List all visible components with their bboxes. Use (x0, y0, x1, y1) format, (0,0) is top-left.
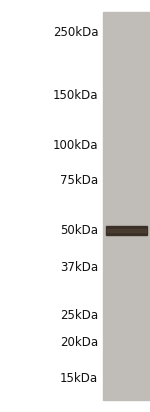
Text: 250kDa: 250kDa (53, 26, 98, 39)
Text: 37kDa: 37kDa (60, 261, 98, 274)
Bar (107, 229, 146, 232)
Text: 25kDa: 25kDa (60, 309, 98, 322)
Text: 50kDa: 50kDa (60, 224, 98, 237)
Text: 75kDa: 75kDa (60, 174, 98, 187)
Bar (106, 226, 147, 235)
Bar (103, 12, 150, 400)
Text: 100kDa: 100kDa (53, 139, 98, 152)
Text: 15kDa: 15kDa (60, 372, 98, 385)
Text: 20kDa: 20kDa (60, 336, 98, 349)
Text: 150kDa: 150kDa (53, 89, 98, 102)
